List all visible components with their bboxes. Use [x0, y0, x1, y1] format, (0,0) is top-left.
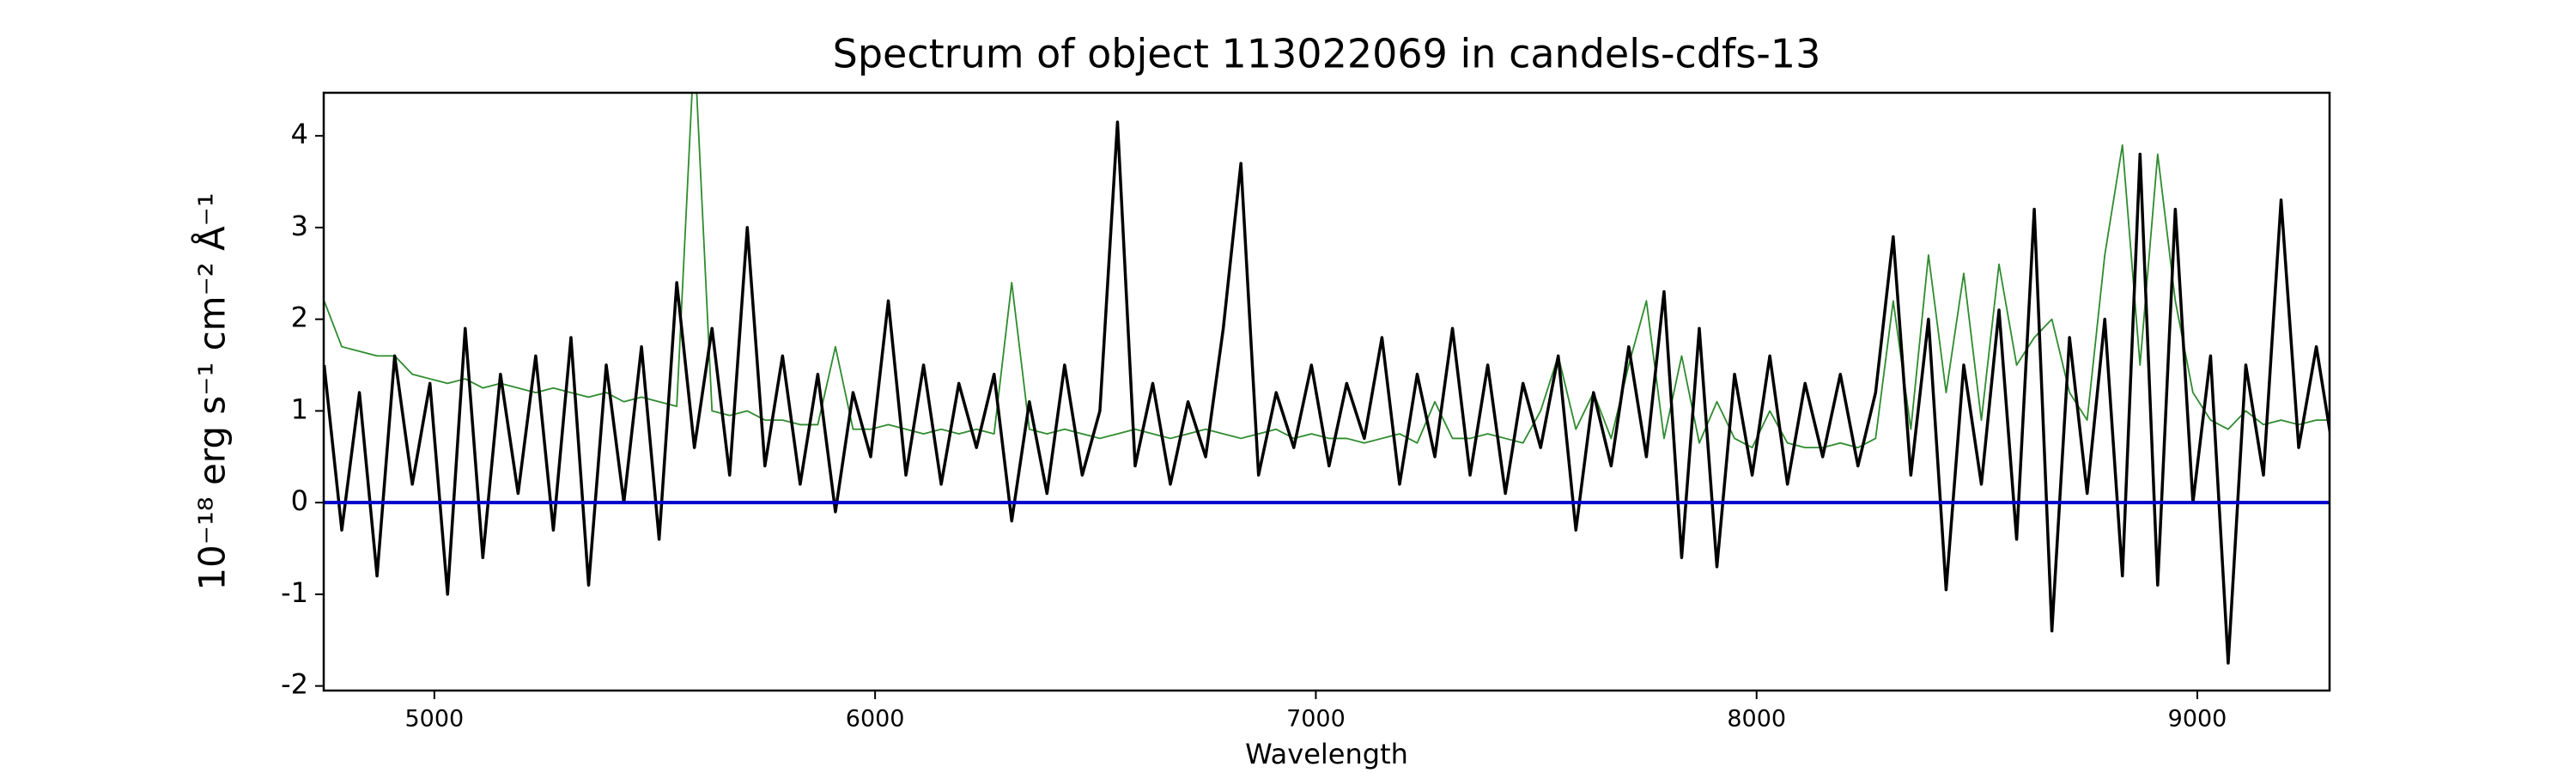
y-tick-label: 1 [291, 393, 308, 425]
x-tick-label: 5000 [404, 706, 464, 733]
chart-title: Spectrum of object 113022069 in candels-… [833, 31, 1821, 77]
x-tick-label: 8000 [1727, 706, 1786, 733]
x-axis-label: Wavelength [1245, 738, 1408, 770]
y-tick-label: 3 [291, 210, 308, 242]
plot-area [324, 93, 2330, 665]
spectrum-line [324, 93, 2330, 449]
spectrum-line [324, 120, 2330, 665]
y-tick-label: 2 [291, 301, 308, 334]
x-tick-label: 9000 [2168, 706, 2227, 733]
y-tick-label: 0 [291, 484, 308, 517]
axes-frame [322, 91, 2331, 692]
y-tick-label: 4 [291, 118, 308, 150]
y-tick-label: -2 [281, 668, 308, 701]
y-axis-label: 10⁻¹⁸ erg s⁻¹ cm⁻² Å⁻¹ [191, 192, 234, 590]
x-tick-label: 6000 [846, 706, 905, 733]
y-tick-label: -1 [281, 576, 308, 609]
x-tick-label: 7000 [1286, 706, 1346, 733]
